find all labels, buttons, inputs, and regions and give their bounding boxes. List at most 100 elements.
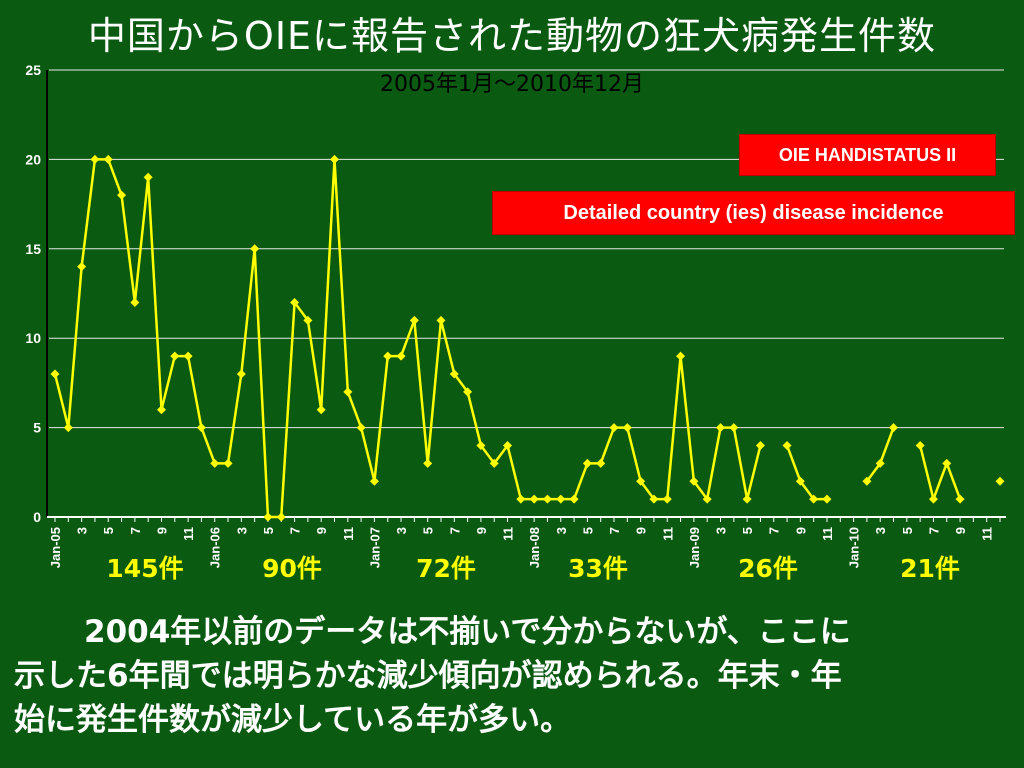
data-point xyxy=(676,351,686,361)
x-tick-label: 9 xyxy=(953,527,968,534)
data-point xyxy=(409,315,419,325)
data-point xyxy=(795,476,805,486)
commentary-line-1: 2004年以前のデータは不揃いで分からないが、ここに xyxy=(84,614,851,650)
data-point xyxy=(755,440,765,450)
data-point xyxy=(569,494,579,504)
x-tick-label: 5 xyxy=(740,527,755,534)
data-point xyxy=(143,172,153,182)
commentary-text: 2004年以前のデータは不揃いで分からないが、ここに 示した6年間では明らかな減… xyxy=(14,610,1014,742)
x-tick-label: 7 xyxy=(128,527,143,534)
data-point xyxy=(928,494,938,504)
x-tick-label: 11 xyxy=(820,527,835,541)
x-tick-label: 7 xyxy=(926,527,941,534)
data-point xyxy=(875,458,885,468)
data-point xyxy=(369,476,379,486)
data-point xyxy=(622,423,632,433)
data-point xyxy=(649,494,659,504)
y-tick-labels: 0 5 10 15 20 25 xyxy=(25,62,41,525)
data-point xyxy=(782,440,792,450)
data-point xyxy=(609,423,619,433)
series-line xyxy=(53,158,762,519)
data-point xyxy=(915,440,925,450)
x-tick-label: 5 xyxy=(101,527,116,534)
series-points xyxy=(50,154,1005,522)
y-tick-label: 10 xyxy=(25,330,41,346)
x-tick-label: Jan-08 xyxy=(527,527,542,568)
data-point xyxy=(862,476,872,486)
x-tick-label: 11 xyxy=(660,527,675,541)
x-tick-label: 5 xyxy=(261,527,276,534)
data-point xyxy=(423,458,433,468)
y-tick-label: 15 xyxy=(25,241,41,257)
x-tick-label: Jan-10 xyxy=(847,527,862,568)
data-point xyxy=(516,494,526,504)
data-point xyxy=(330,154,340,164)
data-point xyxy=(236,369,246,379)
x-tick-label: 3 xyxy=(75,527,90,534)
yearly-count-2010: 21件 xyxy=(900,554,960,583)
data-point xyxy=(250,244,260,254)
x-tick-label: Jan-07 xyxy=(367,527,382,568)
x-tick-label: 3 xyxy=(873,527,888,534)
data-point xyxy=(636,476,646,486)
series-line xyxy=(918,445,962,501)
yearly-count-2006: 90件 xyxy=(262,554,322,583)
data-point xyxy=(183,351,193,361)
y-tick-label: 20 xyxy=(25,151,41,167)
x-tick-label: 5 xyxy=(900,527,915,534)
data-point xyxy=(130,297,140,307)
x-tick-label: 11 xyxy=(181,527,196,541)
x-tick-label: 7 xyxy=(288,527,303,534)
x-tick-label: Jan-05 xyxy=(48,527,63,568)
x-tick-label: 9 xyxy=(474,527,489,534)
x-tick-label: 11 xyxy=(341,527,356,541)
data-point xyxy=(556,494,566,504)
chart-title: 中国からOIEに報告された動物の狂犬病発生件数 xyxy=(87,14,937,58)
x-tick-label: 9 xyxy=(154,527,169,534)
y-tick-label: 25 xyxy=(25,62,41,78)
x-tick-label: 7 xyxy=(447,527,462,534)
data-point xyxy=(276,512,286,522)
data-point xyxy=(542,494,552,504)
x-tick-label: 5 xyxy=(580,527,595,534)
x-tick-label: 5 xyxy=(421,527,436,534)
x-tick-label: 7 xyxy=(767,527,782,534)
data-point xyxy=(303,315,313,325)
x-tick-labels: Jan-05 3 5 7 9 11 Jan-06 3 5 7 9 11 Jan-07 3 5 7 9 11 Jan-… xyxy=(48,527,995,568)
data-point xyxy=(689,476,699,486)
chart-subtitle: 2005年1月～2010年12月 xyxy=(380,72,644,97)
x-tick-label: 9 xyxy=(793,527,808,534)
data-point xyxy=(77,262,87,272)
yearly-count-2008: 33件 xyxy=(568,554,628,583)
x-tick-label: 9 xyxy=(314,527,329,534)
x-tick-label: 3 xyxy=(234,527,249,534)
oie-handistatus-badge: OIE HANDISTATUS II xyxy=(739,134,996,176)
data-point xyxy=(210,458,220,468)
data-point xyxy=(889,423,899,433)
data-point xyxy=(955,494,965,504)
x-tick-label: Jan-06 xyxy=(208,527,223,568)
data-point xyxy=(263,512,273,522)
x-tick-label: 11 xyxy=(501,527,516,541)
x-tick-label: 11 xyxy=(980,527,995,541)
data-point xyxy=(596,458,606,468)
axes xyxy=(46,70,1006,522)
data-point xyxy=(449,369,459,379)
data-point xyxy=(529,494,539,504)
series-line xyxy=(785,445,827,501)
data-point xyxy=(809,494,819,504)
y-tick-label: 0 xyxy=(33,509,41,525)
data-point xyxy=(662,494,672,504)
data-point xyxy=(63,423,73,433)
x-tick-label: Jan-09 xyxy=(687,527,702,568)
yearly-count-2007: 72件 xyxy=(416,554,476,583)
yearly-count-2009: 26件 xyxy=(738,554,798,583)
data-point xyxy=(715,423,725,433)
data-point xyxy=(463,387,473,397)
data-point xyxy=(223,458,233,468)
commentary-line-2: 示した6年間では明らかな減少傾向が認められる。年末・年 xyxy=(14,658,842,694)
data-point xyxy=(356,423,366,433)
data-point xyxy=(383,351,393,361)
data-point xyxy=(582,458,592,468)
data-point xyxy=(343,387,353,397)
